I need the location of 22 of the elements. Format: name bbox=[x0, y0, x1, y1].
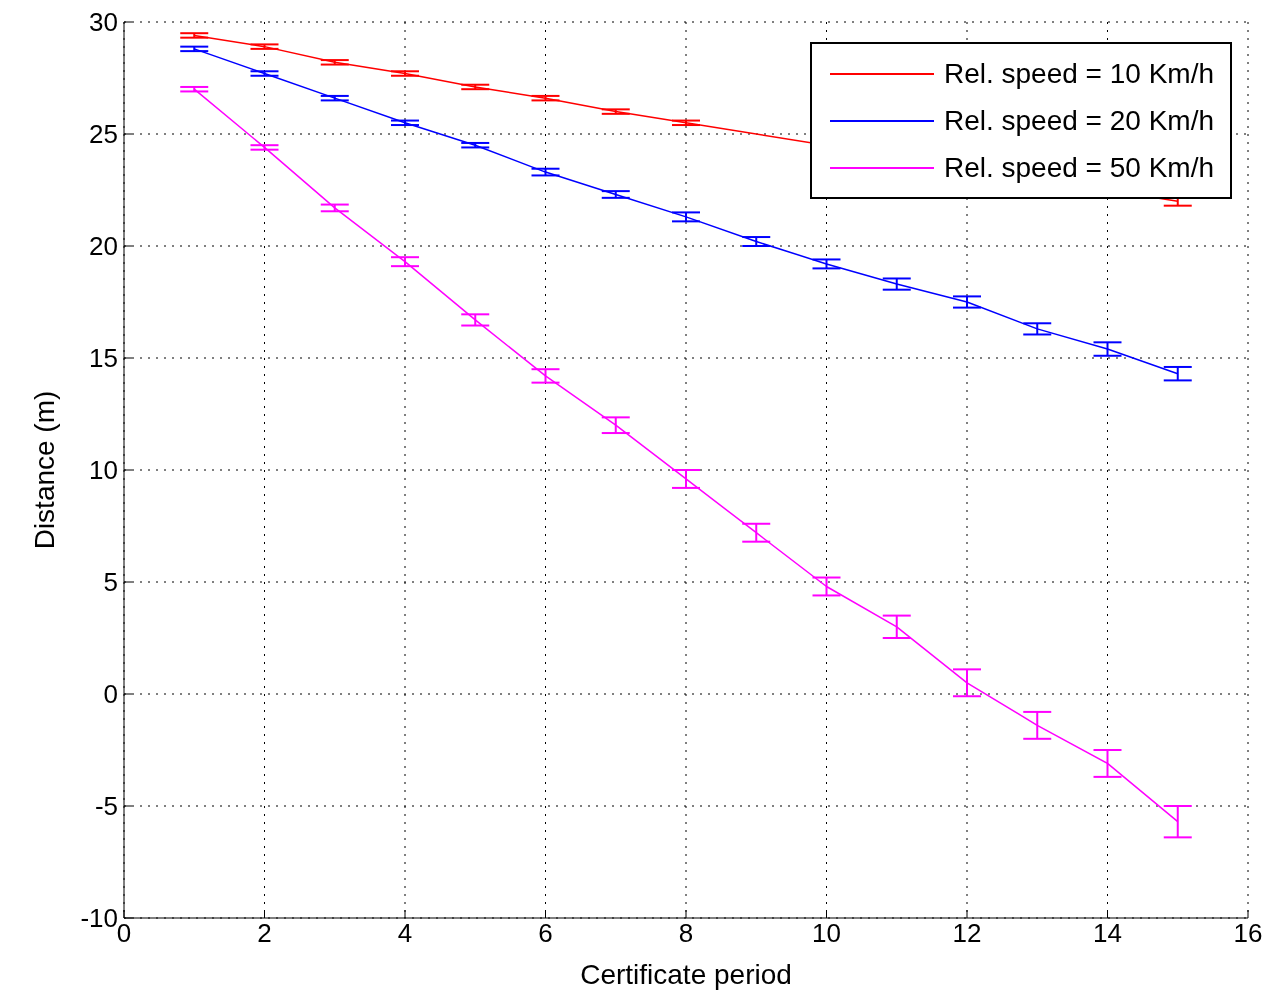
y-tick-label: 20 bbox=[89, 231, 118, 262]
x-tick-label: 10 bbox=[812, 918, 841, 949]
x-tick-label: 12 bbox=[952, 918, 982, 949]
y-axis-title: Distance (m) bbox=[28, 390, 60, 550]
legend-label: Rel. speed = 20 Km/h bbox=[943, 104, 1214, 137]
y-tick-label: -10 bbox=[80, 903, 118, 934]
x-tick-label: 4 bbox=[397, 918, 413, 949]
x-tick-label: 8 bbox=[678, 918, 694, 949]
y-tick-label: 0 bbox=[103, 679, 118, 710]
y-tick-label: 10 bbox=[89, 455, 118, 486]
y-tick-label: 5 bbox=[103, 567, 118, 598]
y-tick-label: 30 bbox=[89, 7, 118, 38]
y-tick-label: 25 bbox=[89, 119, 118, 150]
x-tick-label: 14 bbox=[1093, 918, 1122, 949]
y-tick-label: 15 bbox=[89, 343, 118, 374]
x-tick-label: 16 bbox=[1233, 918, 1263, 949]
legend-label: Rel. speed = 50 Km/h bbox=[943, 151, 1214, 184]
x-tick-label: 6 bbox=[538, 918, 553, 949]
x-axis-title: Certificate period bbox=[580, 959, 792, 990]
y-tick-label: -5 bbox=[94, 791, 118, 822]
x-tick-label: 2 bbox=[257, 918, 272, 949]
legend-label: Rel. speed = 10 Km/h bbox=[943, 57, 1214, 90]
